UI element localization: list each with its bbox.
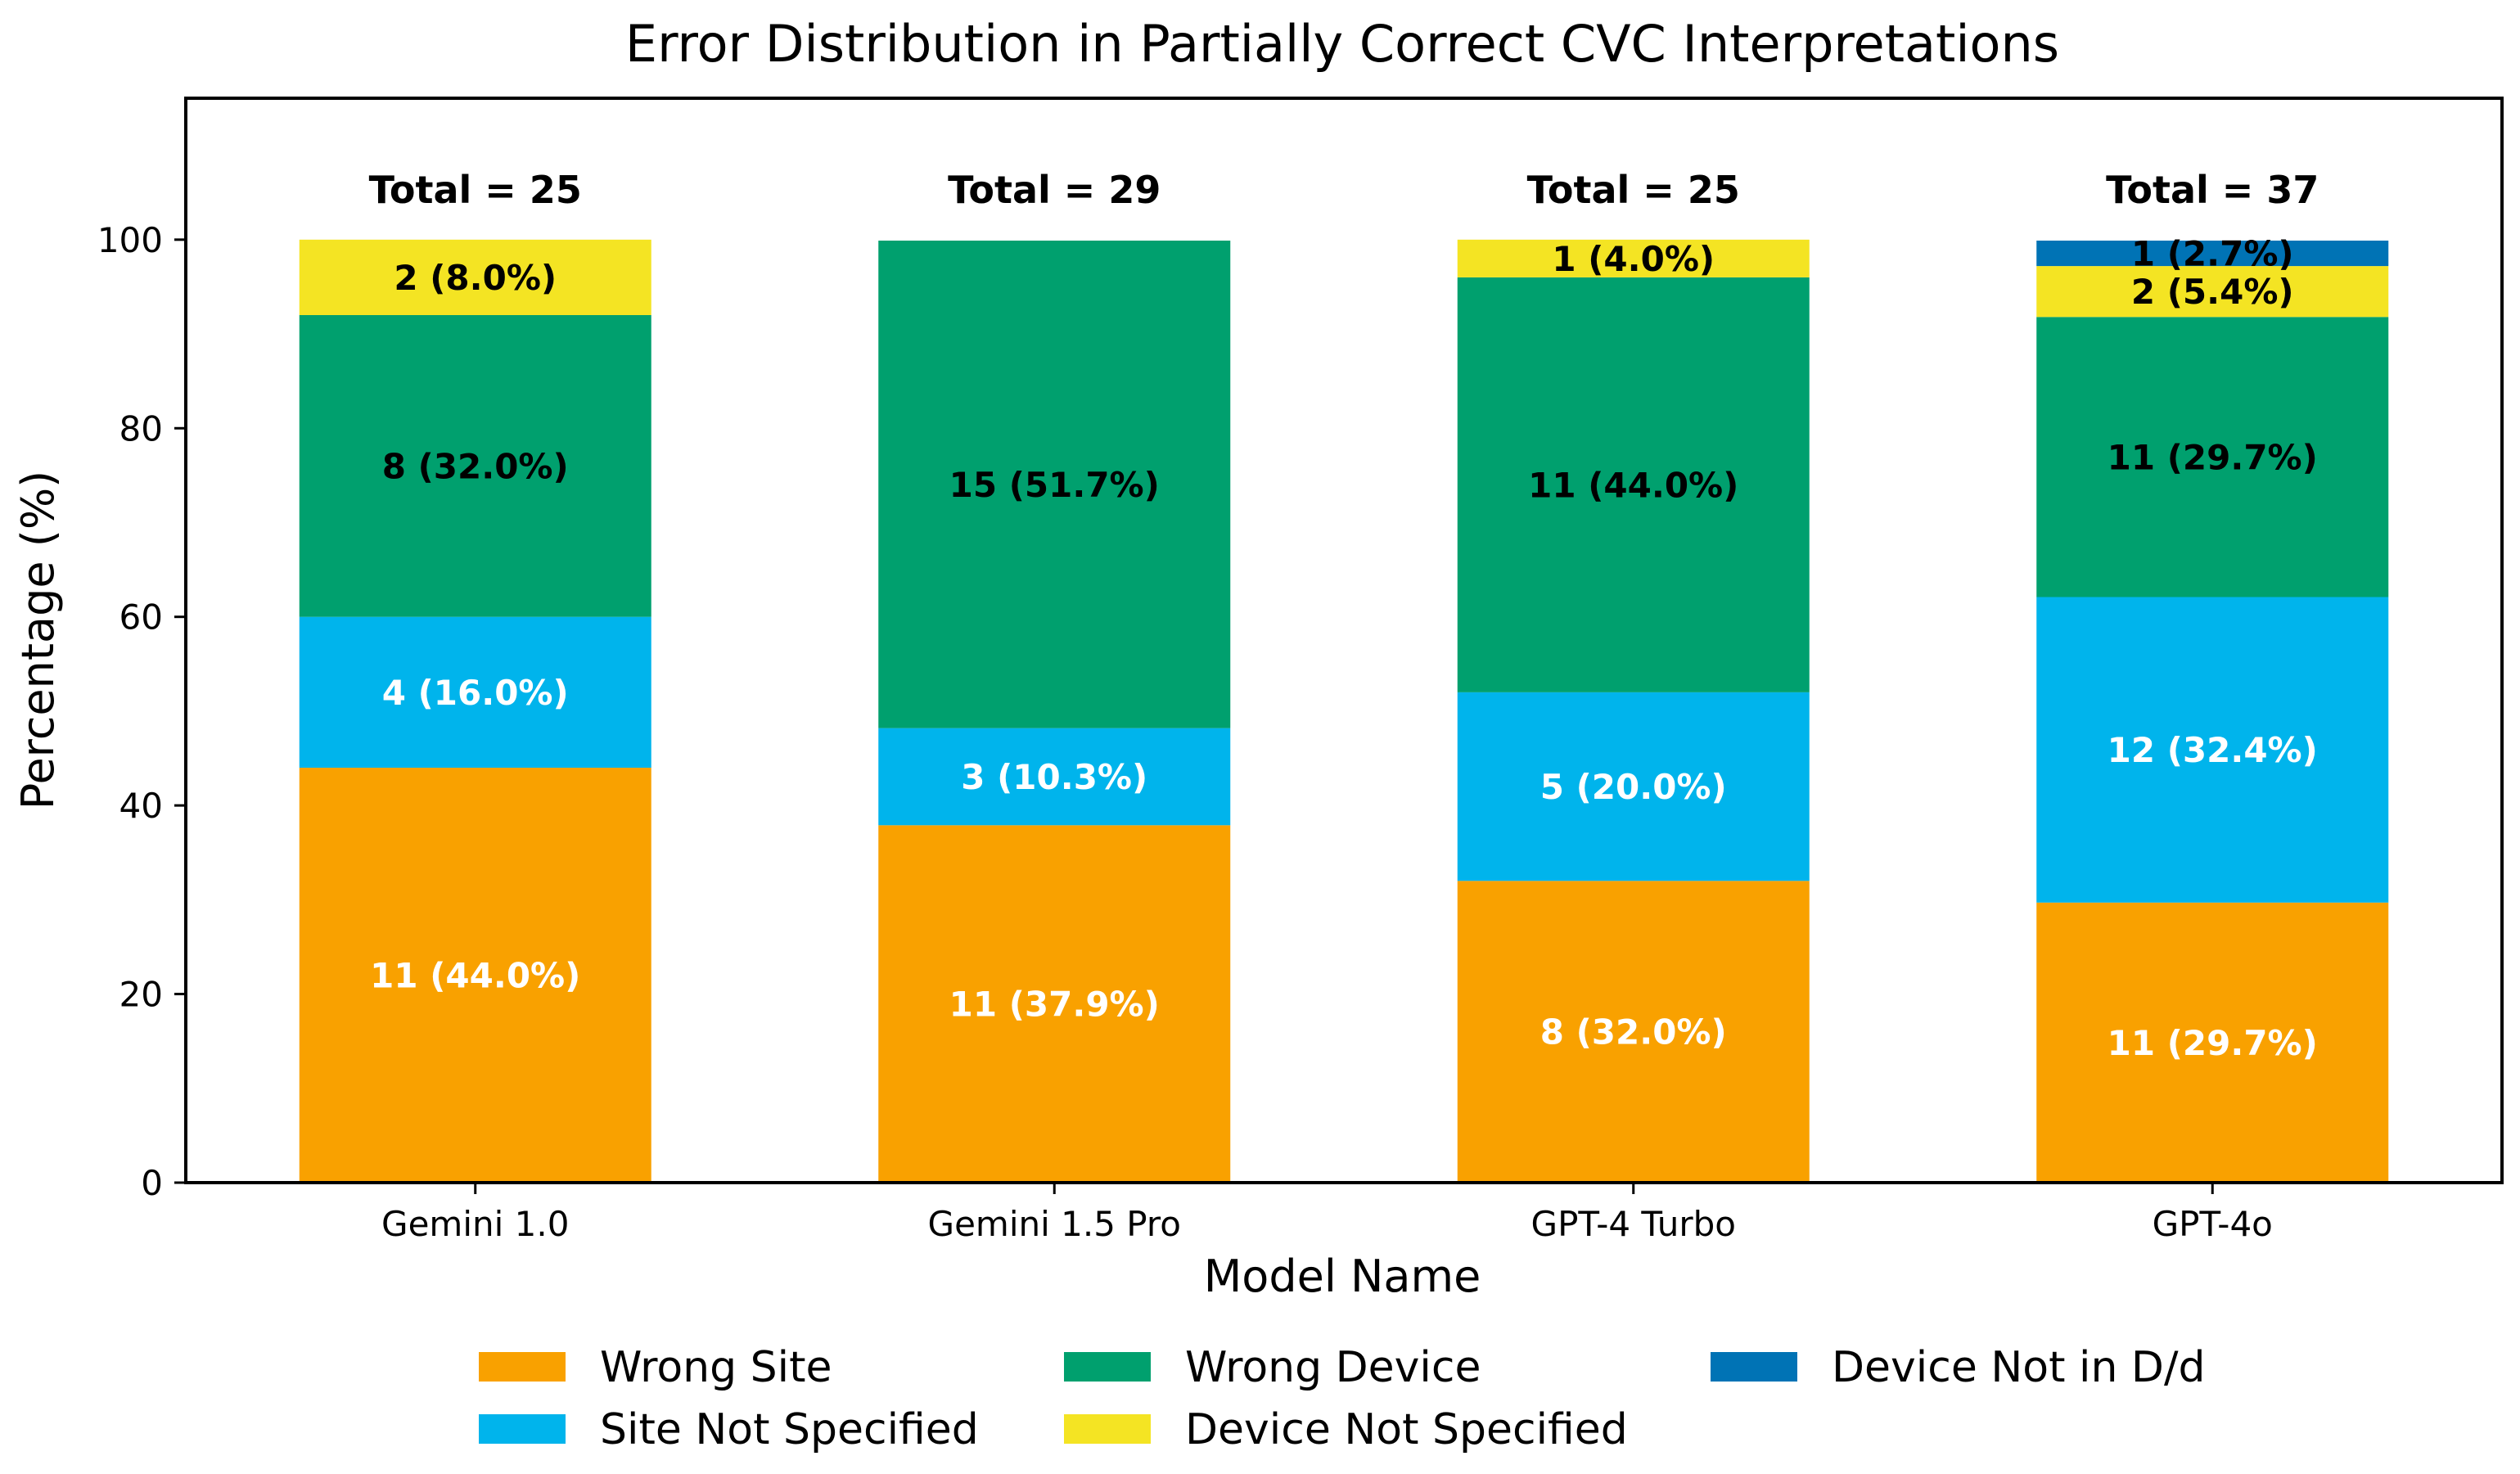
total-label: Total = 25 <box>369 168 582 212</box>
legend-label: Wrong Site <box>600 1343 832 1392</box>
y-tick-label: 100 <box>97 220 163 260</box>
bar-segment <box>2036 266 2389 318</box>
legend-label: Wrong Device <box>1185 1343 1481 1392</box>
legend-item: Device Not in D/d <box>1711 1343 2206 1392</box>
bar-segment <box>2036 902 2389 1183</box>
segment-labels-layer: 11 (44.0%) 4 (16.0%) 8 (32.0%) 2 (8.0%) 11 (… <box>370 234 2318 1063</box>
bar-segment <box>299 239 651 315</box>
legend-item: Site Not Specified <box>479 1405 979 1454</box>
x-tick-label: GPT-4 Turbo <box>1531 1204 1736 1244</box>
segment-label: 5 (20.0%) <box>1540 767 1727 807</box>
total-label: Total = 29 <box>948 168 1161 212</box>
segment-label: 1 (2.7%) <box>2131 234 2294 274</box>
x-tick-label: Gemini 1.5 Pro <box>928 1204 1181 1244</box>
segment-label: 11 (29.7%) <box>2108 1023 2318 1063</box>
total-label: Total = 37 <box>2106 168 2319 212</box>
segment-label: 11 (37.9%) <box>949 985 1160 1025</box>
legend-swatch <box>1064 1414 1151 1444</box>
legend: Wrong Site Site Not Specified Wrong Device… <box>479 1343 2206 1454</box>
bar-segment <box>878 240 1231 728</box>
bar-segment <box>1457 692 1810 881</box>
bar-segment <box>1457 881 1810 1183</box>
legend-label: Site Not Specified <box>600 1405 979 1454</box>
y-tick-label: 0 <box>141 1163 163 1203</box>
segment-label: 11 (29.7%) <box>2108 437 2318 477</box>
legend-swatch <box>479 1352 566 1382</box>
y-tick-label: 80 <box>119 408 163 449</box>
bars-layer <box>299 239 2389 1183</box>
bar-segment <box>299 768 651 1183</box>
legend-item: Wrong Device <box>1064 1343 1481 1392</box>
y-axis-label: Percentage (%) <box>12 471 64 809</box>
segment-label: 8 (32.0%) <box>1540 1012 1727 1053</box>
segment-label: 15 (51.7%) <box>949 465 1160 505</box>
bar-segment <box>1457 277 1810 692</box>
segment-label: 2 (5.4%) <box>2131 272 2294 312</box>
segment-label: 3 (10.3%) <box>961 757 1147 797</box>
bar-segment <box>299 315 651 617</box>
bar-segment <box>878 825 1231 1183</box>
bar-segment <box>2036 240 2389 267</box>
legend-swatch <box>479 1414 566 1444</box>
bar-segment <box>878 728 1231 826</box>
segment-label: 11 (44.0%) <box>1528 465 1738 505</box>
x-axis-ticks: Gemini 1.0 Gemini 1.5 Pro GPT-4 Turbo GPT-4… <box>381 1183 2273 1244</box>
bar-segment <box>299 616 651 769</box>
segment-label: 4 (16.0%) <box>382 673 569 713</box>
legend-item: Wrong Site <box>479 1343 832 1392</box>
legend-item: Device Not Specified <box>1064 1405 1628 1454</box>
bar-segment <box>2036 597 2389 903</box>
y-tick-label: 20 <box>119 975 163 1015</box>
segment-label: 1 (4.0%) <box>1552 239 1715 279</box>
bar-segment <box>1457 239 1810 277</box>
x-tick-label: GPT-4o <box>2153 1204 2273 1244</box>
chart-title: Error Distribution in Partially Correct … <box>625 14 2059 74</box>
y-axis-ticks: 0 20 40 60 80 100 <box>97 220 186 1203</box>
segment-label: 2 (8.0%) <box>394 258 557 298</box>
legend-swatch <box>1064 1352 1151 1382</box>
segment-label: 11 (44.0%) <box>370 956 580 996</box>
segment-label: 12 (32.4%) <box>2108 730 2318 770</box>
bar-segment <box>2036 317 2389 597</box>
legend-swatch <box>1711 1352 1797 1382</box>
x-axis-label: Model Name <box>1204 1251 1481 1302</box>
x-tick-label: Gemini 1.0 <box>381 1204 569 1244</box>
plot-frame <box>184 97 2504 1184</box>
total-label: Total = 25 <box>1527 168 1740 212</box>
y-tick-label: 60 <box>119 597 163 638</box>
segment-label: 8 (32.0%) <box>382 446 569 486</box>
legend-label: Device Not Specified <box>1185 1405 1628 1454</box>
y-tick-label: 40 <box>119 786 163 826</box>
legend-label: Device Not in D/d <box>1832 1343 2206 1392</box>
total-labels-layer: Total = 25 Total = 29 Total = 25 Total = 37 <box>369 168 2319 212</box>
